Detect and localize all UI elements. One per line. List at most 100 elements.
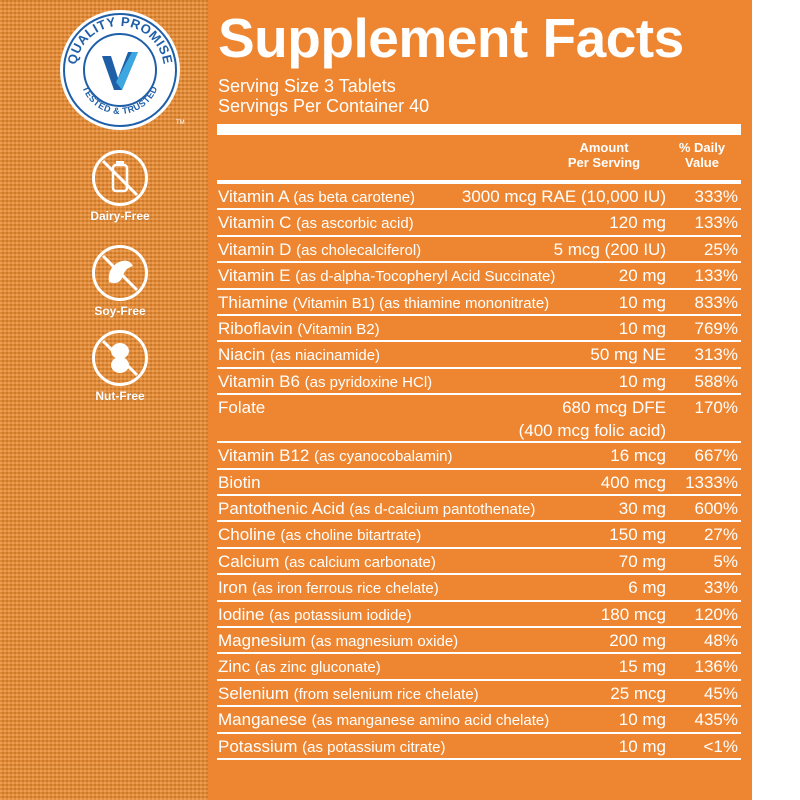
nutrient-source: (Vitamin B2)	[297, 321, 380, 338]
nutrient-daily-value: 25%	[703, 239, 738, 259]
nutrient-name-text: Zinc	[218, 657, 251, 677]
nutrient-row: Potassium (as potassium citrate) 10 mg <1%	[217, 734, 741, 760]
serving-size: Serving Size 3 Tablets	[218, 76, 396, 96]
nutrient-amount: 25 mcg	[610, 683, 666, 703]
nutrient-name: Pantothenic Acid (as d-calcium pantothen…	[218, 499, 535, 519]
quality-promise-seal: QUALITY PROMISE TESTED & TRUSTED	[60, 10, 180, 130]
soy-free-label: Soy-Free	[94, 304, 146, 318]
nutrient-name-text: Niacin	[218, 345, 266, 365]
nutrient-name-text: Choline	[218, 525, 276, 545]
nutrient-daily-value: 833%	[694, 292, 738, 312]
nutrient-row: Vitamin E (as d-alpha-Tocopheryl Acid Su…	[217, 263, 741, 290]
amount-header: Amount Per Serving	[567, 140, 641, 170]
nutrient-daily-value: 170%	[694, 398, 738, 418]
nutrient-row: Iron (as iron ferrous rice chelate) 6 mg 3…	[217, 575, 741, 602]
nutrient-name-text: Thiamine	[218, 292, 288, 312]
nutrient-source: (as ascorbic acid)	[296, 215, 414, 233]
nutrient-name: Folate	[218, 398, 265, 418]
nutrient-row: Riboflavin (Vitamin B2) 10 mg 769%	[217, 316, 741, 343]
nut-free-badge: Nut-Free	[84, 330, 156, 403]
nutrient-daily-value: 45%	[703, 683, 738, 703]
nutrient-source: (as niacinamide)	[269, 347, 381, 365]
nutrient-row: Vitamin A (as beta carotene) 3000 mcg RAE…	[217, 184, 741, 211]
nutrient-name: Vitamin B12 (as cyanocobalamin)	[218, 446, 453, 466]
nutrient-row: Thiamine (Vitamin B1) (as thiamine monon…	[217, 290, 741, 316]
nutrient-daily-value: 5%	[713, 551, 738, 571]
nutrient-amount: 50 mg NE	[590, 345, 666, 365]
nutrient-amount-detail: (400 mcg folic acid)	[518, 421, 666, 441]
nutrient-amount: 180 mcg	[600, 604, 666, 624]
nutrient-source: (as calcium carbonate)	[284, 553, 436, 571]
nutrient-daily-value: <1%	[703, 736, 739, 756]
nutrient-name: Riboflavin (Vitamin B2)	[218, 319, 380, 339]
nutrient-daily-value: 136%	[694, 657, 738, 677]
nutrient-amount: 70 mg	[618, 551, 666, 571]
soy-free-badge: Soy-Free	[84, 245, 156, 318]
header-rule	[217, 180, 741, 184]
nutrient-row: Vitamin D (as cholecalciferol) 5 mcg (200…	[217, 237, 741, 264]
nutrient-name: Iron (as iron ferrous rice chelate)	[218, 578, 439, 598]
nutrient-source: (as iron ferrous rice chelate)	[252, 580, 439, 598]
nutrient-name-text: Manganese	[218, 710, 307, 730]
nutrient-daily-value: 600%	[694, 499, 738, 518]
nutrient-row: Vitamin B12 (as cyanocobalamin) 16 mcg 667…	[217, 443, 741, 470]
nutrient-name: Manganese (as manganese amino acid chela…	[218, 710, 549, 730]
nutrient-daily-value: 313%	[694, 345, 738, 365]
nutrient-amount: 400 mcg	[600, 472, 666, 492]
no-dairy-icon	[92, 150, 148, 206]
nutrient-daily-value: 769%	[694, 319, 738, 338]
nutrient-amount: 120 mg	[609, 213, 666, 233]
nutrient-daily-value: 1333%	[685, 472, 738, 492]
nutrient-name-text: Iodine	[218, 604, 265, 624]
nutrient-daily-value: 435%	[694, 710, 738, 730]
nutrient-amount: 5 mcg (200 IU)	[553, 239, 666, 259]
nutrient-name-text: Pantothenic Acid	[218, 499, 345, 518]
seal-tm: TM	[176, 120, 185, 126]
nutrient-daily-value: 27%	[703, 525, 738, 545]
nutrient-name: Potassium (as potassium citrate)	[218, 737, 446, 757]
nutrient-source: (as potassium citrate)	[302, 738, 446, 756]
nutrient-amount: 10 mg	[618, 710, 666, 730]
nutrient-row: Calcium (as calcium carbonate) 70 mg 5%	[217, 549, 741, 576]
nutrient-name: Magnesium (as magnesium oxide)	[218, 631, 458, 651]
nutrient-source: (as potassium iodide)	[269, 606, 412, 624]
nutrient-amount: 10 mg	[618, 292, 666, 312]
nutrient-name: Vitamin D (as cholecalciferol)	[218, 240, 421, 260]
nutrient-row: Zinc (as zinc gluconate) 15 mg 136%	[217, 654, 741, 681]
nutrient-name: Vitamin E (as d-alpha-Tocopheryl Acid Su…	[218, 266, 555, 286]
nutrient-row: Magnesium (as magnesium oxide) 200 mg 48%	[217, 628, 741, 655]
nutrient-row: Iodine (as potassium iodide) 180 mcg 120%	[217, 602, 741, 628]
nutrient-daily-value: 667%	[694, 446, 738, 466]
nutrient-daily-value: 133%	[694, 213, 738, 233]
nutrient-name-text: Vitamin C	[218, 213, 292, 233]
nutrient-daily-value: 48%	[703, 631, 738, 650]
no-soy-icon	[92, 245, 148, 301]
nut-free-label: Nut-Free	[95, 389, 145, 403]
nutrient-source: (as choline bitartrate)	[280, 527, 422, 545]
nutrient-name: Biotin	[218, 473, 261, 493]
nutrient-source: (as zinc gluconate)	[254, 659, 381, 677]
nutrient-daily-value: 588%	[694, 371, 738, 391]
nutrient-amount: 3000 mcg RAE (10,000 IU)	[461, 187, 666, 206]
nutrient-name-text: Biotin	[218, 472, 261, 492]
supplement-facts-panel: Supplement Facts Serving Size 3 Tablets …	[208, 0, 752, 800]
nutrient-source: (as d-alpha-Tocopheryl Acid Succinate)	[295, 268, 556, 286]
nutrient-name: Zinc (as zinc gluconate)	[218, 657, 381, 677]
nutrient-row: Manganese (as manganese amino acid chela…	[217, 707, 741, 734]
nutrient-name: Iodine (as potassium iodide)	[218, 605, 412, 625]
nutrient-amount: 16 mcg	[610, 446, 666, 466]
nutrient-name: Choline (as choline bitartrate)	[218, 525, 421, 545]
nutrient-row: Selenium (from selenium rice chelate) 25 …	[217, 681, 741, 708]
nutrient-source: (as magnesium oxide)	[310, 633, 459, 650]
nutrient-source: (from selenium rice chelate)	[293, 685, 479, 703]
no-nut-icon	[92, 330, 148, 386]
nutrient-name-text: Vitamin D	[218, 239, 292, 259]
servings-per-container: Servings Per Container 40	[218, 96, 430, 116]
nutrient-name: Vitamin B6 (as pyridoxine HCl)	[218, 372, 432, 392]
nutrient-name-text: Riboflavin	[218, 319, 293, 338]
nutrient-name-text: Selenium	[218, 683, 289, 703]
nutrient-name-text: Potassium	[218, 736, 298, 756]
nutrient-amount: 20 mg	[618, 266, 666, 286]
nutrient-source: (as manganese amino acid chelate)	[311, 712, 550, 730]
nutrient-row: Folate 680 mcg DFE (400 mcg folic acid) 170…	[217, 395, 741, 444]
